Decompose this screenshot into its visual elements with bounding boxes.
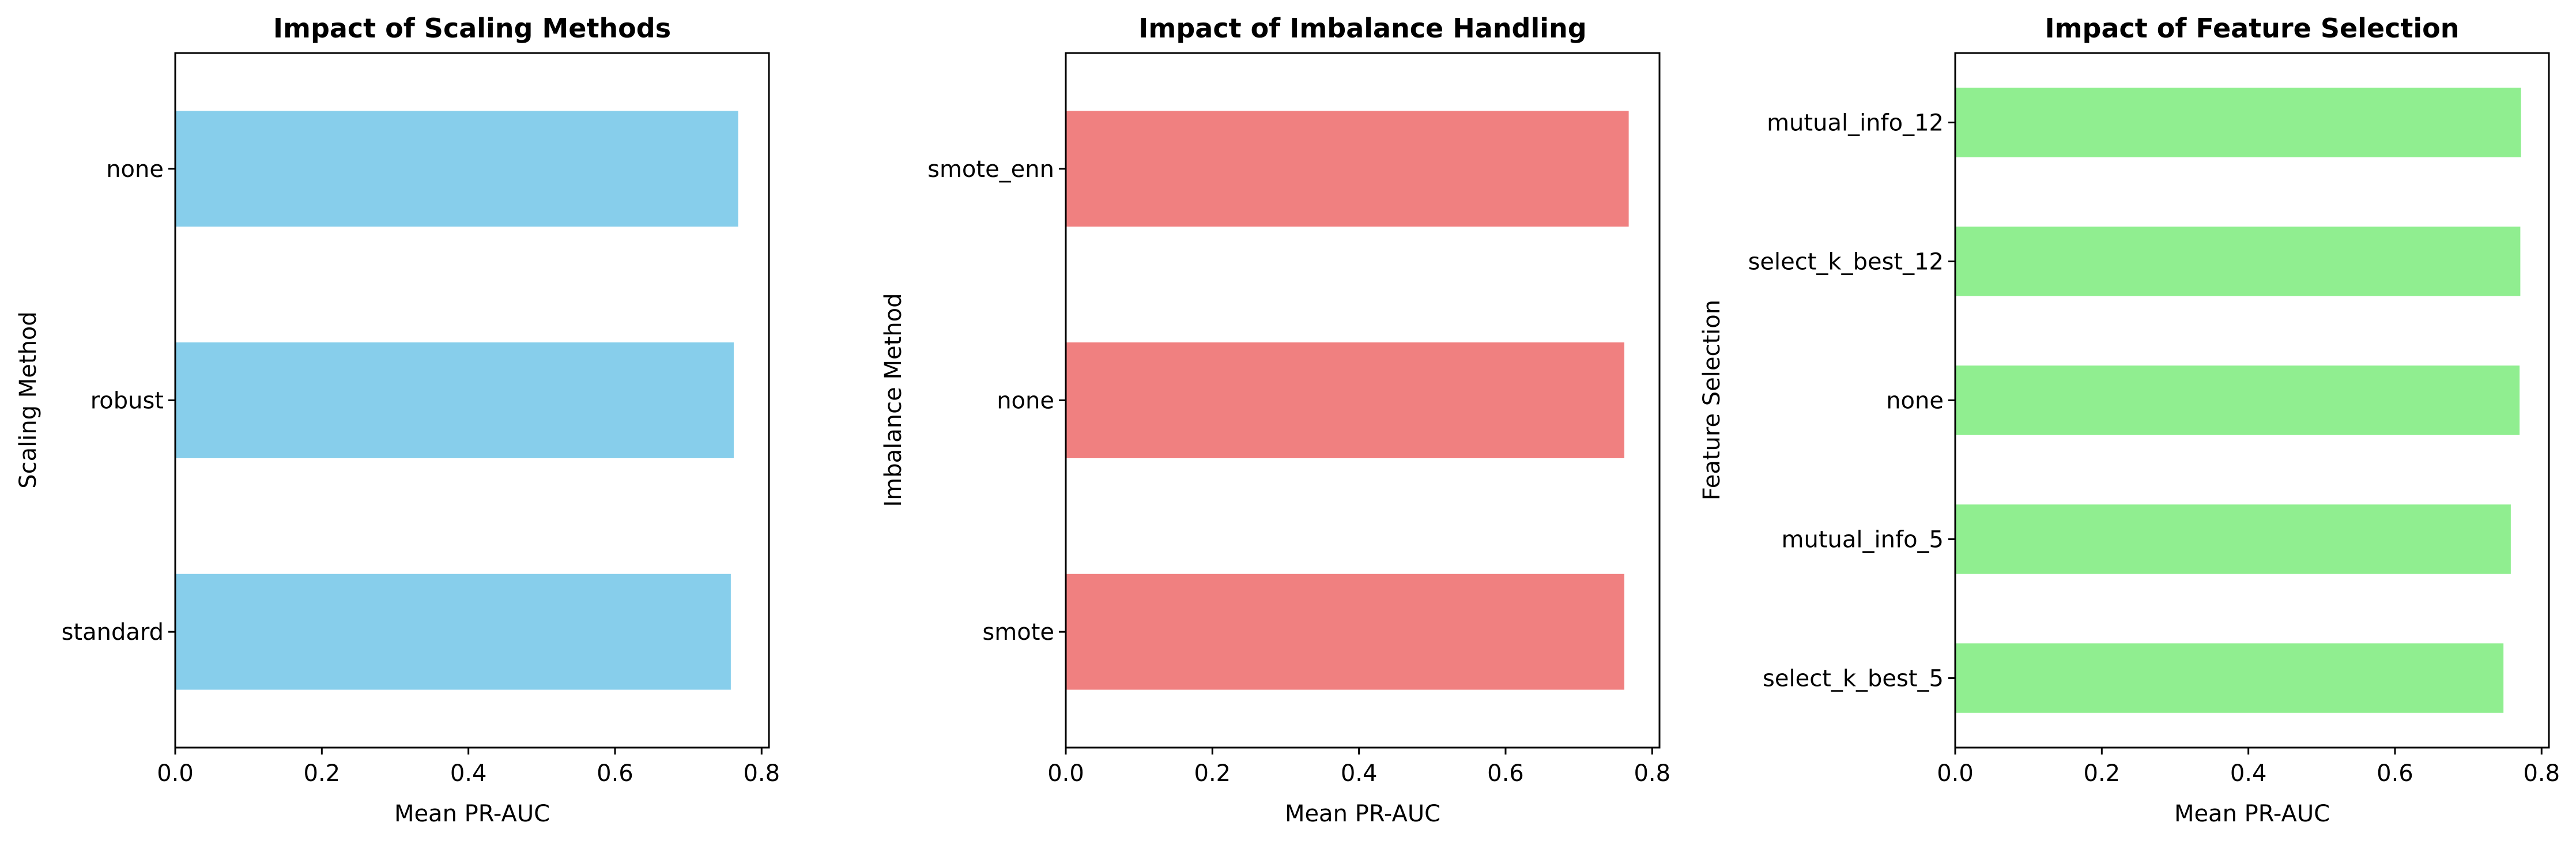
- x-tick-label: 0.4: [1341, 760, 1378, 787]
- bar: [1955, 88, 2521, 157]
- x-tick-label: 0.2: [2084, 760, 2121, 787]
- x-tick-label: 0.8: [1634, 760, 1670, 787]
- y-tick-label: none: [997, 388, 1054, 414]
- bar: [1066, 574, 1624, 690]
- chart-title: Impact of Scaling Methods: [273, 13, 671, 44]
- x-tick-label: 0.2: [1194, 760, 1231, 787]
- y-tick-label: none: [1886, 388, 1944, 414]
- y-tick-label: none: [106, 156, 164, 183]
- chart-scaling-methods: Impact of Scaling Methods 0.0 0.2 0.4 0.6 0.…: [15, 13, 780, 827]
- x-tick-label: 0.6: [2377, 760, 2413, 787]
- chart-title: Impact of Imbalance Handling: [1138, 13, 1586, 44]
- x-tick-label: 0.4: [450, 760, 487, 787]
- x-tick-label: 0.2: [304, 760, 341, 787]
- y-tick-label: smote: [982, 619, 1054, 646]
- bar: [1066, 111, 1629, 227]
- chart-title: Impact of Feature Selection: [2045, 13, 2459, 44]
- y-tick-label: mutual_info_5: [1782, 527, 1944, 553]
- y-tick-label: select_k_best_12: [1748, 249, 1944, 276]
- bar: [175, 111, 738, 227]
- chart-imbalance-handling: Impact of Imbalance Handling 0.0 0.2 0.4 0.…: [880, 13, 1670, 827]
- y-axis-label: Feature Selection: [1699, 300, 1725, 500]
- x-tick-label: 0.8: [743, 760, 780, 787]
- y-axis-label: Scaling Method: [15, 311, 42, 489]
- x-tick-label: 0.4: [2230, 760, 2267, 787]
- y-tick-label: mutual_info_12: [1767, 110, 1944, 137]
- bar: [175, 574, 731, 690]
- y-axis-label: Imbalance Method: [880, 293, 907, 507]
- x-tick-label: 0.0: [157, 760, 194, 787]
- bar: [1955, 504, 2511, 574]
- x-tick-label: 0.8: [2523, 760, 2560, 787]
- y-tick-label: robust: [90, 388, 164, 414]
- x-axis-label: Mean PR-AUC: [394, 801, 550, 827]
- x-axis-label: Mean PR-AUC: [1285, 801, 1440, 827]
- x-tick-label: 0.6: [1487, 760, 1524, 787]
- bar: [1955, 643, 2504, 713]
- y-tick-label: select_k_best_5: [1763, 666, 1944, 692]
- bar: [1066, 342, 1624, 458]
- x-tick-label: 0.0: [1937, 760, 1974, 787]
- chart-feature-selection: Impact of Feature Selection 0.0 0.2 0.4 0.6…: [1699, 13, 2560, 827]
- y-tick-label: standard: [62, 619, 164, 646]
- bar: [1955, 365, 2520, 435]
- y-tick-label: smote_enn: [927, 156, 1054, 183]
- bar: [1955, 227, 2521, 296]
- x-tick-label: 0.0: [1047, 760, 1084, 787]
- x-axis-label: Mean PR-AUC: [2174, 801, 2330, 827]
- x-tick-label: 0.6: [597, 760, 633, 787]
- bar: [175, 342, 734, 458]
